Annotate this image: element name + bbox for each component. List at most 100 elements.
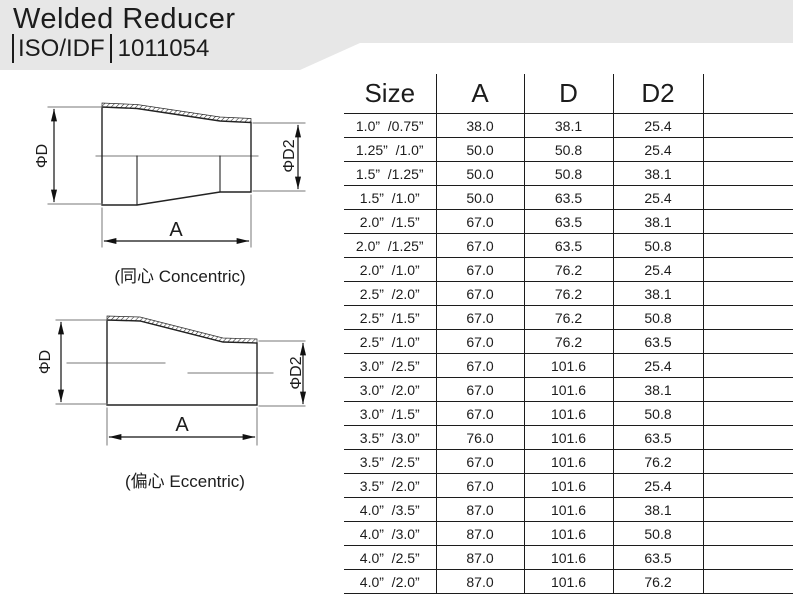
size-cell: 3.0” /2.5”	[344, 353, 436, 378]
empty-cell	[702, 377, 793, 402]
d2-cell: 63.5	[612, 425, 703, 450]
table-row: 3.0” /2.5” 67.0 101.6 25.4	[344, 353, 793, 378]
table-row: 4.0” /2.5” 87.0 101.6 63.5	[344, 545, 793, 570]
header-band	[0, 0, 793, 70]
size-cell: 3.5” /3.0”	[344, 425, 436, 450]
empty-cell	[702, 569, 793, 594]
empty-cell	[702, 353, 793, 378]
size-cell: 4.0” /2.5”	[344, 545, 436, 570]
d-cell: 101.6	[523, 497, 613, 522]
empty-cell	[702, 281, 793, 306]
table-row: 2.0” /1.0” 67.0 76.2 25.4	[344, 257, 793, 282]
a-cell: 87.0	[435, 497, 524, 522]
d2-cell: 25.4	[612, 257, 703, 282]
d2-cell: 38.1	[612, 497, 703, 522]
a-cell: 67.0	[435, 305, 524, 330]
a-cell: 67.0	[435, 449, 524, 474]
weld-hatch-band	[101, 102, 252, 123]
d-cell: 101.6	[523, 521, 613, 546]
column-header-d2: D2	[612, 74, 703, 114]
table-row: 1.5” /1.0” 50.0 63.5 25.4	[344, 185, 793, 210]
d2-cell: 38.1	[612, 377, 703, 402]
d-cell: 101.6	[523, 401, 613, 426]
a-cell: 76.0	[435, 425, 524, 450]
empty-cell	[702, 161, 793, 186]
d2-cell: 50.8	[612, 305, 703, 330]
d-cell: 101.6	[523, 377, 613, 402]
d-cell: 50.8	[523, 161, 613, 186]
dim-label-a: A	[169, 219, 183, 241]
d2-cell: 63.5	[612, 329, 703, 354]
d2-cell: 25.4	[612, 113, 703, 138]
table-row: 3.5” /2.0” 67.0 101.6 25.4	[344, 473, 793, 498]
d-cell: 63.5	[523, 209, 613, 234]
table-header-row: Size A D D2	[344, 74, 793, 114]
empty-cell	[702, 449, 793, 474]
a-cell: 67.0	[435, 281, 524, 306]
empty-cell	[702, 113, 793, 138]
column-header-size: Size	[344, 74, 436, 114]
table-row: 2.5” /2.0” 67.0 76.2 38.1	[344, 281, 793, 306]
a-cell: 50.0	[435, 161, 524, 186]
table-row: 3.0” /2.0” 67.0 101.6 38.1	[344, 377, 793, 402]
d2-cell: 38.1	[612, 209, 703, 234]
page-title: Welded Reducer	[13, 3, 236, 35]
d2-cell: 38.1	[612, 161, 703, 186]
standard-line: ISO/IDF 1011054	[12, 33, 214, 64]
d-cell: 63.5	[523, 233, 613, 258]
empty-cell	[702, 425, 793, 450]
size-cell: 1.5” /1.25”	[344, 161, 436, 186]
divider-bar	[109, 34, 112, 63]
empty-cell	[702, 473, 793, 498]
eccentric-diagram: ΦD ΦD2 A (偏心 Eccentric)	[37, 315, 307, 491]
a-cell: 87.0	[435, 521, 524, 546]
empty-cell	[702, 521, 793, 546]
a-cell: 67.0	[435, 377, 524, 402]
size-cell: 1.5” /1.0”	[344, 185, 436, 210]
column-header-a: A	[435, 74, 524, 114]
table-row: 4.0” /3.5” 87.0 101.6 38.1	[344, 497, 793, 522]
eccentric-caption: (偏心 Eccentric)	[125, 472, 245, 491]
d-cell: 101.6	[523, 473, 613, 498]
empty-cell	[702, 185, 793, 210]
dimensions-table: Size A D D2 1.0” /0.75” 38.0 38.1 25.4 1…	[344, 74, 793, 594]
d-cell: 101.6	[523, 569, 613, 594]
empty-cell	[702, 137, 793, 162]
d2-cell: 25.4	[612, 353, 703, 378]
a-cell: 50.0	[435, 137, 524, 162]
table-row: 2.0” /1.5” 67.0 63.5 38.1	[344, 209, 793, 234]
a-cell: 67.0	[435, 473, 524, 498]
empty-cell	[702, 497, 793, 522]
concentric-caption: (同心 Concentric)	[114, 267, 245, 286]
table-row: 4.0” /2.0” 87.0 101.6 76.2	[344, 569, 793, 594]
size-cell: 2.0” /1.0”	[344, 257, 436, 282]
table-row: 2.0” /1.25” 67.0 63.5 50.8	[344, 233, 793, 258]
size-cell: 3.5” /2.5”	[344, 449, 436, 474]
size-cell: 3.0” /2.0”	[344, 377, 436, 402]
d-cell: 38.1	[523, 113, 613, 138]
d-cell: 101.6	[523, 545, 613, 570]
d2-cell: 25.4	[612, 185, 703, 210]
column-header-empty	[702, 74, 793, 114]
dim-label-d2: ΦD2	[281, 139, 298, 172]
size-cell: 4.0” /3.5”	[344, 497, 436, 522]
dim-label-d2: ΦD2	[288, 356, 305, 389]
empty-cell	[702, 305, 793, 330]
dim-label-d: ΦD	[37, 350, 54, 374]
size-cell: 4.0” /2.0”	[344, 569, 436, 594]
a-cell: 67.0	[435, 353, 524, 378]
standard-label: ISO/IDF	[18, 34, 105, 62]
d-cell: 101.6	[523, 449, 613, 474]
d2-cell: 76.2	[612, 449, 703, 474]
size-cell: 2.5” /1.5”	[344, 305, 436, 330]
table-row: 4.0” /3.0” 87.0 101.6 50.8	[344, 521, 793, 546]
d-cell: 63.5	[523, 185, 613, 210]
d-cell: 101.6	[523, 425, 613, 450]
size-cell: 2.5” /2.0”	[344, 281, 436, 306]
size-cell: 4.0” /3.0”	[344, 521, 436, 546]
d2-cell: 38.1	[612, 281, 703, 306]
d-cell: 76.2	[523, 329, 613, 354]
empty-cell	[702, 401, 793, 426]
d-cell: 76.2	[523, 281, 613, 306]
